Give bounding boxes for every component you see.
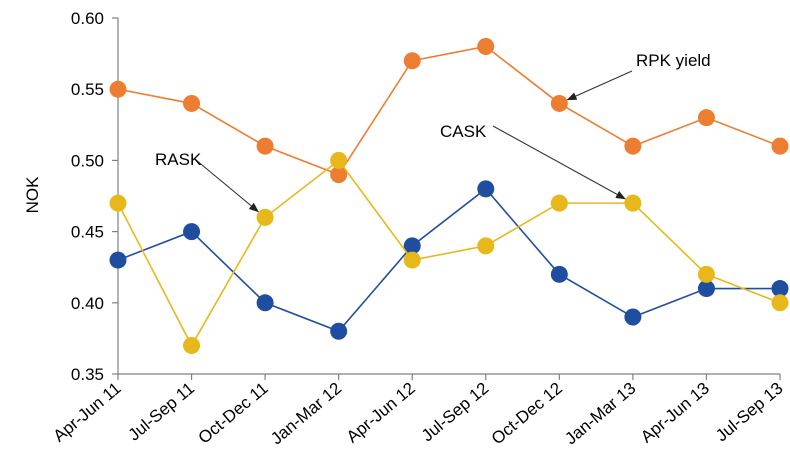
annotation-label: RPK yield	[636, 51, 711, 70]
data-point	[330, 151, 348, 169]
data-point	[771, 294, 789, 312]
series-line	[117, 45, 781, 176]
x-tick-label: Jul-Sep 13	[712, 379, 786, 446]
annotation-arrow	[566, 70, 633, 101]
series-rask	[109, 151, 789, 355]
x-tick-label: Jan-Mar 12	[267, 379, 345, 449]
annotation-arrow	[195, 159, 259, 213]
data-point	[771, 280, 789, 298]
series-rpk-yield	[109, 37, 789, 184]
data-point	[477, 37, 495, 55]
data-point	[403, 237, 421, 255]
axes	[117, 18, 780, 375]
data-point	[697, 109, 715, 127]
series-line	[117, 187, 780, 333]
data-point	[330, 322, 348, 340]
data-point	[183, 94, 201, 112]
data-point	[109, 194, 127, 212]
y-tick-label: 0.40	[71, 294, 104, 313]
annotation-label: CASK	[440, 122, 487, 141]
data-point	[477, 237, 495, 255]
series-cask	[109, 180, 789, 340]
x-tick-label: Jul-Sep 11	[125, 379, 199, 445]
annotations: RPK yield RASK CASK	[155, 51, 711, 213]
data-point	[256, 137, 274, 155]
data-point	[624, 194, 642, 212]
data-point	[403, 52, 421, 70]
data-point	[550, 94, 568, 112]
y-tick-label: 0.60	[71, 9, 104, 28]
series-line	[117, 159, 781, 348]
data-point	[256, 294, 274, 312]
x-tick-label: Jul-Sep 12	[418, 379, 492, 446]
data-point	[771, 137, 789, 155]
annotation-arrow	[492, 125, 626, 200]
annotation-label: RASK	[155, 150, 202, 169]
data-point	[109, 251, 127, 269]
x-tick-label: Oct-Dec 12	[488, 379, 566, 449]
data-point	[256, 208, 274, 226]
x-tick-label: Jan-Mar 13	[561, 379, 639, 449]
data-point	[550, 194, 568, 212]
data-point	[624, 308, 642, 326]
data-point	[697, 265, 715, 283]
y-tick-label: 0.50	[71, 151, 104, 170]
x-tick-label: Apr-Jun 11	[50, 379, 125, 446]
y-tick-label: 0.55	[71, 80, 104, 99]
data-point	[624, 137, 642, 155]
x-tick-label: Oct-Dec 11	[195, 379, 272, 448]
series-layer	[109, 37, 789, 355]
y-tick-label: 0.45	[71, 223, 104, 242]
x-tick-label: Apr-Jun 13	[637, 379, 713, 447]
y-axis-ticks: 0.35 0.40 0.45 0.50 0.55 0.60	[71, 9, 118, 384]
y-axis-title: NOK	[23, 176, 42, 214]
data-point	[550, 265, 568, 283]
data-point	[477, 180, 495, 198]
y-tick-label: 0.35	[71, 365, 104, 384]
data-point	[183, 223, 201, 241]
x-tick-label: Apr-Jun 12	[343, 379, 419, 447]
data-point	[697, 280, 715, 298]
data-point	[109, 80, 127, 98]
data-point	[183, 337, 201, 355]
data-point	[403, 251, 421, 269]
data-point	[330, 166, 348, 184]
